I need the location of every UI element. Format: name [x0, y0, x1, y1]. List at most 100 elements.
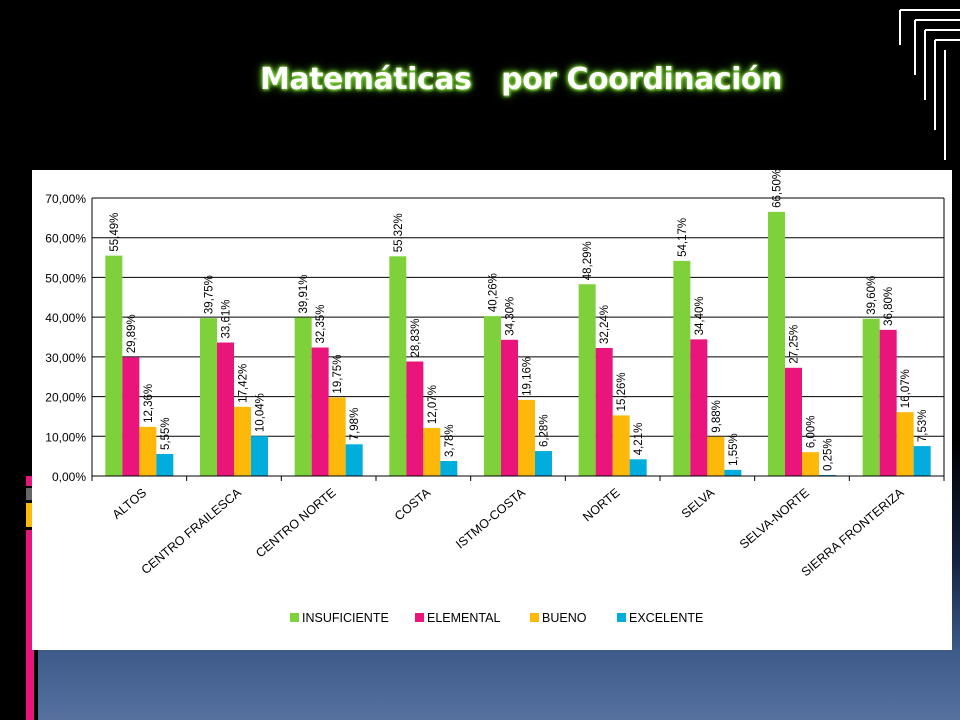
bar [217, 342, 234, 476]
bar [423, 428, 441, 476]
y-tick-label: 40,00% [45, 311, 86, 325]
data-label: 27,25% [789, 325, 801, 364]
bar [345, 444, 363, 476]
x-tick-label: ISTMO-COSTA [453, 485, 528, 551]
y-tick-label: 50,00% [45, 271, 86, 285]
x-tick-label: SIERRA FRONTERIZA [799, 485, 907, 579]
bar [311, 347, 329, 476]
data-label: 48,29% [582, 241, 594, 280]
bar [629, 459, 647, 476]
data-label: 19,75% [332, 355, 344, 394]
bar [105, 255, 123, 476]
bar [724, 469, 742, 476]
legend-swatch [530, 613, 539, 622]
bar [156, 453, 174, 476]
bar [768, 211, 785, 476]
data-label: 39,60% [866, 276, 878, 315]
y-tick-label: 20,00% [45, 391, 86, 405]
y-tick-label: 10,00% [45, 430, 86, 444]
legend-swatch [415, 613, 424, 622]
bar [389, 256, 407, 476]
x-tick-label: SELVA [679, 485, 718, 521]
data-label: 9,88% [711, 400, 723, 433]
bar [595, 347, 613, 476]
bar [501, 339, 518, 476]
data-label: 6,00% [806, 416, 818, 449]
y-tick-label: 30,00% [45, 351, 86, 365]
data-label: 33,61% [221, 300, 233, 339]
bar [406, 361, 424, 476]
data-label: 17,42% [238, 364, 250, 403]
data-label: 66,50% [772, 170, 784, 208]
bar [139, 426, 157, 476]
data-label: 39,91% [298, 274, 310, 313]
x-tick-label: CENTRO FRAILESCA [139, 485, 245, 577]
bar [578, 284, 596, 476]
y-tick-label: 70,00% [45, 192, 86, 206]
data-label: 15,26% [616, 372, 628, 411]
data-label: 7,53% [917, 409, 929, 442]
data-label: 12,36% [143, 384, 155, 423]
data-label: 55,32% [393, 213, 405, 252]
data-label: 29,89% [126, 314, 138, 353]
data-label: 54,17% [677, 218, 689, 257]
data-label: 32,24% [599, 305, 611, 344]
accent-bar-gray [26, 488, 34, 500]
data-label: 4,21% [633, 423, 645, 456]
accent-bar-gold [26, 503, 34, 527]
bar [294, 317, 312, 476]
bar [440, 460, 458, 476]
legend-swatch [617, 613, 626, 622]
data-label: 32,35% [315, 305, 327, 344]
bar [518, 399, 535, 476]
data-label: 55,49% [109, 213, 121, 252]
data-label: 0,25% [823, 438, 835, 471]
data-label: 16,07% [900, 369, 912, 408]
data-label: 12,07% [427, 385, 439, 424]
legend-label: ELEMENTAL [427, 611, 500, 625]
decorative-lines [899, 9, 960, 160]
chart-area: 0,00% 10,00% 20,00% 30,00% 40,00% 50,00% 60,00… [32, 170, 952, 650]
x-tick-label: ALTOS [110, 486, 150, 522]
slide-title: Matemáticas por Coordinación [260, 62, 782, 97]
x-tick-label: NORTE [580, 486, 622, 525]
legend-swatch [290, 613, 299, 622]
accent-bar-pink-bottom [26, 530, 34, 720]
data-label: 5,55% [160, 417, 172, 450]
x-tick-label: COSTA [392, 485, 434, 523]
bar [896, 412, 914, 476]
y-tick-label: 60,00% [45, 232, 86, 246]
x-tick-label: SELVA-NORTE [737, 486, 812, 552]
bar [879, 329, 897, 476]
bar [251, 436, 268, 476]
data-label: 34,40% [694, 296, 706, 335]
legend-label: BUENO [542, 611, 587, 625]
bar [535, 451, 552, 476]
bar [200, 318, 217, 476]
bar [122, 357, 140, 476]
data-label: 10,04% [255, 393, 267, 432]
legend-label: EXCELENTE [629, 611, 703, 625]
bar [785, 367, 802, 476]
bar-chart: 0,00% 10,00% 20,00% 30,00% 40,00% 50,00% 60,00… [45, 170, 945, 625]
bar [234, 406, 251, 476]
bar [690, 339, 708, 476]
y-tick-label: 0,00% [52, 470, 86, 484]
bar [328, 397, 346, 476]
data-label: 34,30% [505, 297, 517, 336]
left-sidebar-bar [0, 0, 38, 720]
bar [862, 318, 880, 476]
bar [913, 446, 931, 476]
bar [612, 415, 630, 476]
data-label: 39,75% [204, 275, 216, 314]
bar [707, 436, 725, 476]
bar [802, 452, 819, 476]
data-label: 6,28% [539, 414, 551, 447]
legend-label: INSUFICIENTE [302, 611, 389, 625]
data-label: 28,83% [410, 318, 422, 357]
data-label: 36,80% [883, 287, 895, 326]
bar [673, 260, 691, 476]
data-label: 7,98% [349, 408, 361, 441]
data-label: 3,78% [444, 424, 456, 457]
x-tick-label: CENTRO NORTE [253, 486, 338, 561]
